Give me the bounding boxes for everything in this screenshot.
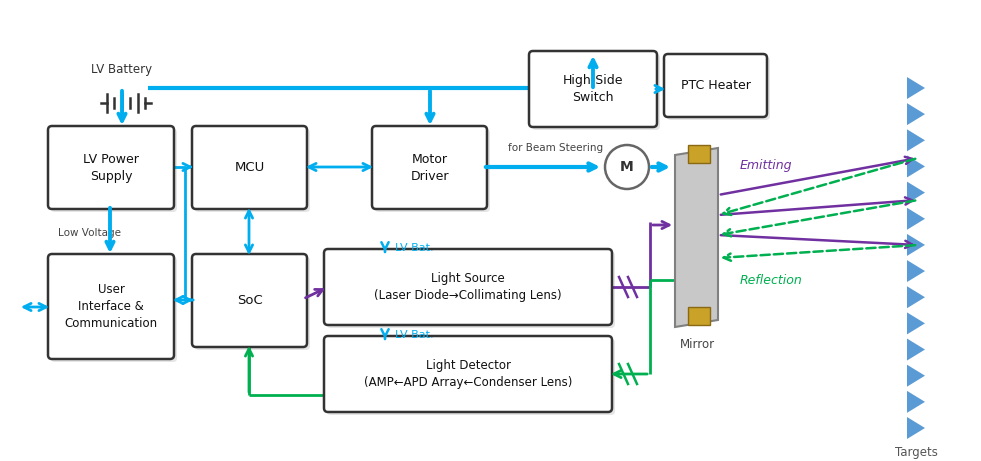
FancyBboxPatch shape [372,126,487,209]
Text: for Beam Steering: for Beam Steering [508,143,603,153]
Polygon shape [907,234,925,256]
Polygon shape [907,103,925,125]
Polygon shape [907,286,925,308]
Text: Light Detector
(AMP←APD Array←Condenser Lens): Light Detector (AMP←APD Array←Condenser … [364,359,572,389]
Text: Targets: Targets [895,446,938,459]
Text: Reflection: Reflection [740,273,802,286]
Polygon shape [907,313,925,334]
Polygon shape [907,208,925,230]
Polygon shape [907,129,925,151]
Text: LV Bat.: LV Bat. [395,330,434,340]
FancyBboxPatch shape [324,249,612,325]
FancyBboxPatch shape [48,254,174,359]
Polygon shape [907,391,925,413]
FancyBboxPatch shape [195,129,310,212]
Polygon shape [907,155,925,177]
FancyBboxPatch shape [327,339,615,415]
Text: M: M [620,160,634,174]
Text: LV Battery: LV Battery [91,64,153,77]
Polygon shape [907,77,925,99]
FancyBboxPatch shape [667,57,770,120]
FancyBboxPatch shape [48,126,174,209]
Polygon shape [907,260,925,282]
FancyBboxPatch shape [529,51,657,127]
FancyBboxPatch shape [51,257,177,362]
FancyBboxPatch shape [532,54,660,130]
FancyBboxPatch shape [195,257,310,350]
Text: User
Interface &
Communication: User Interface & Communication [65,283,158,330]
Text: High-Side
Switch: High-Side Switch [563,74,623,104]
FancyBboxPatch shape [192,126,307,209]
Polygon shape [907,365,925,387]
FancyBboxPatch shape [327,252,615,328]
Text: Emitting: Emitting [740,159,793,171]
Polygon shape [907,182,925,204]
Text: Motor
Driver: Motor Driver [410,153,448,183]
Text: LV Power
Supply: LV Power Supply [83,153,139,183]
Text: PTC Heater: PTC Heater [681,79,750,92]
Bar [688,307,710,325]
FancyBboxPatch shape [664,54,767,117]
FancyBboxPatch shape [324,336,612,412]
Text: SoC: SoC [236,294,262,307]
Bar [688,145,710,163]
Text: Low Voltage: Low Voltage [59,228,122,238]
Text: Light Source
(Laser Diode→Collimating Lens): Light Source (Laser Diode→Collimating Le… [374,272,562,302]
Polygon shape [907,417,925,439]
FancyBboxPatch shape [51,129,177,212]
FancyBboxPatch shape [375,129,490,212]
Text: LV Bat.: LV Bat. [395,243,434,253]
FancyBboxPatch shape [192,254,307,347]
Polygon shape [675,148,718,327]
Polygon shape [907,338,925,361]
Text: Mirror: Mirror [680,338,714,351]
Text: MCU: MCU [234,161,265,174]
Circle shape [605,145,649,189]
